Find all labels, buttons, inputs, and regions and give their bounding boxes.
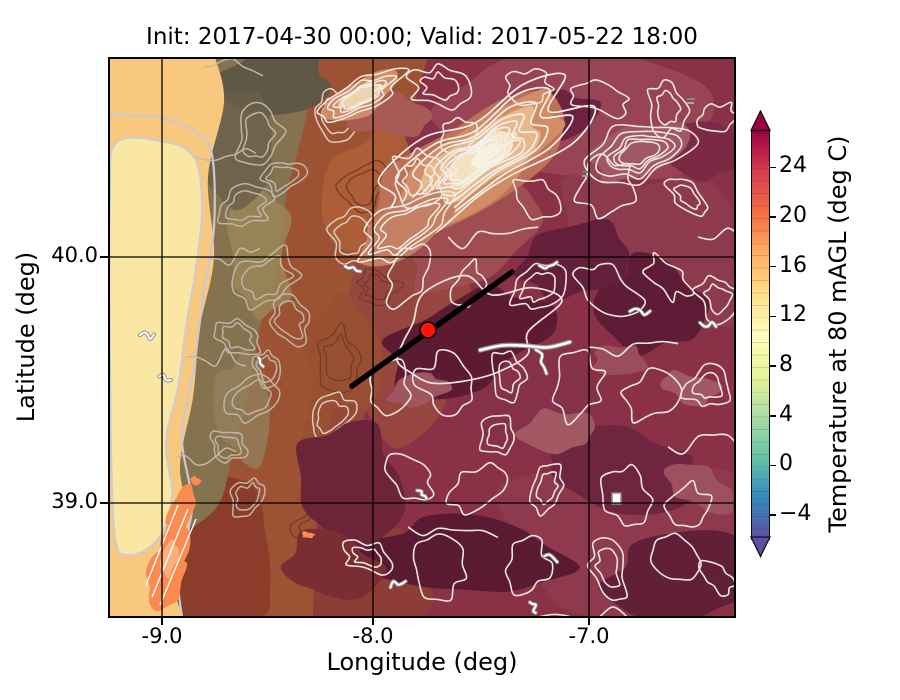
colorbar-tick-label: 20 [779,202,807,228]
colorbar-level-steps [752,131,769,539]
colorbar-tick-mark [770,166,776,169]
x-tick-label: -7.0 [568,624,610,648]
site-marker [419,321,437,339]
colorbar-tick-mark [770,464,776,467]
colorbar-upper-arrow [750,110,771,132]
x-tick-label: -9.0 [141,624,183,648]
colorbar-tick-mark [770,415,776,417]
y-tick-label: 40.0 [51,243,98,267]
x-axis-label: Longitude (deg) [326,648,518,676]
colorbar-tick-mark [770,315,776,318]
plot-title: Init: 2017-04-30 00:00; Valid: 2017-05-2… [146,24,698,50]
colorbar-tick-label: 0 [779,451,793,477]
y-tick-mark [100,256,108,258]
x-tick-mark [588,618,590,625]
colorbar-tick-mark [770,265,776,268]
y-tick-label: 39.0 [51,489,98,513]
map-plot-area [108,57,736,618]
colorbar-tick-label: 8 [779,352,793,378]
colorbar-extend-arrows [750,110,771,558]
colorbar-tick-label: 16 [779,252,807,278]
x-tick-mark [372,618,374,625]
colorbar-label: Temperature at 80 mAGL (deg C) [824,135,852,533]
colorbar-tick-label: 4 [779,401,793,427]
colorbar-tick-label: 12 [779,302,807,328]
colorbar-tick-mark [770,514,776,516]
colorbar-tick-mark [770,365,776,367]
colorbar-tick-label: 24 [779,153,807,179]
colorbar-lower-arrow [750,536,771,558]
colorbar [751,130,770,540]
colorbar-tick-label: −4 [779,501,812,527]
y-tick-mark [100,502,108,504]
y-axis-label: Latitude (deg) [12,251,40,423]
x-tick-mark [161,618,163,625]
colorbar-tick-mark [770,216,776,218]
x-tick-label: -8.0 [352,624,394,648]
